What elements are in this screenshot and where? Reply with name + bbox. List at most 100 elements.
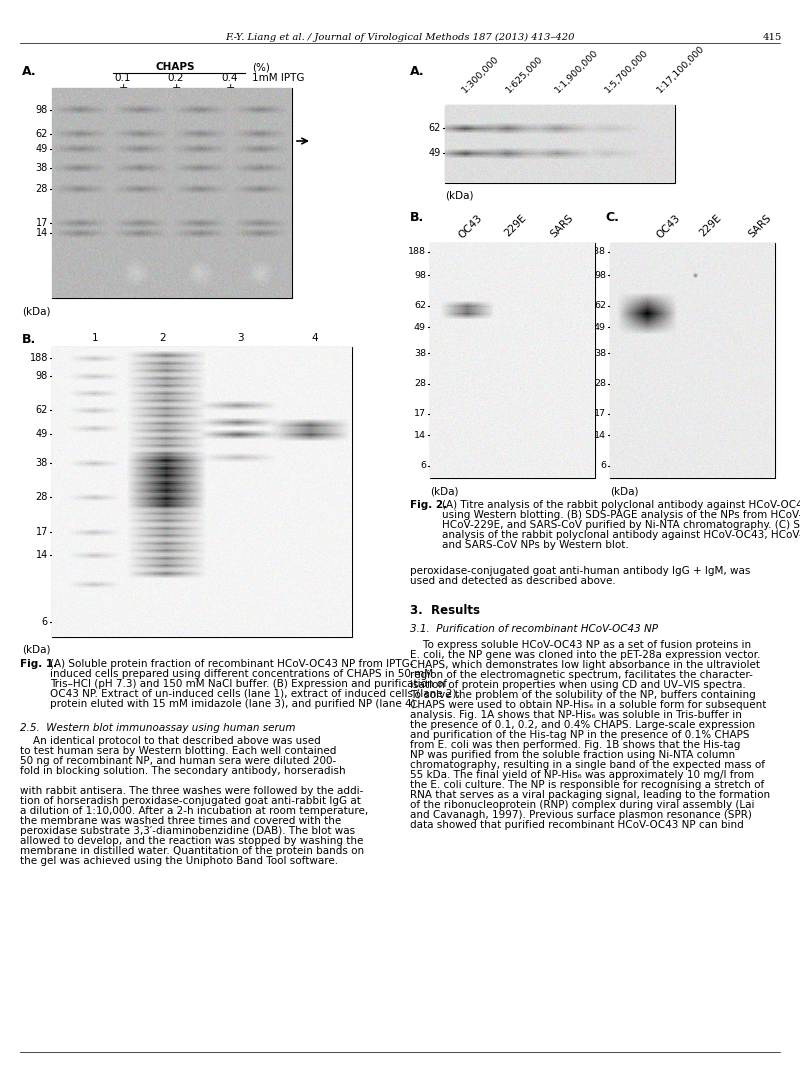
Text: tion of horseradish peroxidase-conjugated goat anti-rabbit IgG at: tion of horseradish peroxidase-conjugate…: [20, 796, 361, 806]
Text: with rabbit antisera. The three washes were followed by the addi-: with rabbit antisera. The three washes w…: [20, 786, 363, 796]
Text: 62: 62: [429, 123, 441, 133]
Text: A.: A.: [22, 65, 37, 78]
Text: fold in blocking solution. The secondary antibody, horseradish: fold in blocking solution. The secondary…: [20, 766, 346, 776]
Text: 50 ng of recombinant NP, and human sera were diluted 200-: 50 ng of recombinant NP, and human sera …: [20, 757, 336, 766]
Text: 49: 49: [414, 322, 426, 332]
Text: 28: 28: [36, 184, 48, 194]
Text: 38: 38: [36, 458, 48, 468]
Bar: [610, 243, 775, 478]
Text: +: +: [171, 83, 181, 93]
Text: 55 kDa. The final yield of NP-His₆ was approximately 10 mg/l from: 55 kDa. The final yield of NP-His₆ was a…: [410, 770, 754, 780]
Text: and SARS-CoV NPs by Western blot.: and SARS-CoV NPs by Western blot.: [442, 540, 629, 550]
Text: 17: 17: [414, 410, 426, 418]
Text: 17: 17: [36, 527, 48, 537]
Text: 49: 49: [36, 144, 48, 154]
Text: a dilution of 1:10,000. After a 2-h incubation at room temperature,: a dilution of 1:10,000. After a 2-h incu…: [20, 806, 368, 816]
Text: 3.  Results: 3. Results: [410, 604, 480, 617]
Bar: [445, 105, 675, 184]
Text: Tris–HCl (pH 7.3) and 150 mM NaCl buffer. (B) Expression and purification of: Tris–HCl (pH 7.3) and 150 mM NaCl buffer…: [50, 679, 447, 689]
Text: used and detected as described above.: used and detected as described above.: [410, 576, 616, 586]
Text: 49: 49: [594, 322, 606, 332]
Text: 98: 98: [414, 271, 426, 280]
Text: 1:5,700,000: 1:5,700,000: [603, 48, 650, 95]
Text: protein eluted with 15 mM imidazole (lane 3), and purified NP (lane 4).: protein eluted with 15 mM imidazole (lan…: [50, 699, 419, 708]
Text: 14: 14: [594, 430, 606, 440]
Text: CHAPS, which demonstrates low light absorbance in the ultraviolet: CHAPS, which demonstrates low light abso…: [410, 660, 760, 670]
Text: (A) Titre analysis of the rabbit polyclonal antibody against HCoV-OC43 NP: (A) Titre analysis of the rabbit polyclo…: [442, 500, 800, 510]
Text: 17: 17: [36, 218, 48, 228]
Text: B.: B.: [410, 211, 424, 224]
Text: analysis. Fig. 1A shows that NP-His₆ was soluble in Tris-buffer in: analysis. Fig. 1A shows that NP-His₆ was…: [410, 710, 742, 720]
Bar: [52, 87, 292, 298]
Text: +: +: [118, 83, 128, 93]
Text: Fig. 2.: Fig. 2.: [410, 500, 447, 510]
Text: (kDa): (kDa): [22, 306, 50, 316]
Text: 62: 62: [36, 129, 48, 139]
Text: 2.5.  Western blot immunoassay using human serum: 2.5. Western blot immunoassay using huma…: [20, 723, 295, 733]
Text: 38: 38: [414, 349, 426, 357]
Text: RNA that serves as a viral packaging signal, leading to the formation: RNA that serves as a viral packaging sig…: [410, 790, 770, 800]
Text: (kDa): (kDa): [445, 191, 474, 201]
Text: 98: 98: [594, 271, 606, 280]
Text: OC43: OC43: [456, 213, 484, 240]
Text: F.-Y. Liang et al. / Journal of Virological Methods 187 (2013) 413–420: F.-Y. Liang et al. / Journal of Virologi…: [226, 33, 574, 42]
Text: to test human sera by Western blotting. Each well contained: to test human sera by Western blotting. …: [20, 746, 336, 757]
Text: 415: 415: [762, 33, 782, 42]
Text: CHAPS: CHAPS: [155, 62, 194, 71]
Text: E. coli, the NP gene was cloned into the pET-28a expression vector.: E. coli, the NP gene was cloned into the…: [410, 650, 760, 660]
Text: 62: 62: [36, 405, 48, 415]
Text: and Cavanagh, 1997). Previous surface plasmon resonance (SPR): and Cavanagh, 1997). Previous surface pl…: [410, 810, 752, 821]
Bar: [52, 347, 352, 637]
Text: 1:300,000: 1:300,000: [460, 54, 501, 95]
Text: 38: 38: [594, 349, 606, 357]
Text: peroxidase-conjugated goat anti-human antibody IgG + IgM, was: peroxidase-conjugated goat anti-human an…: [410, 566, 750, 576]
Text: 229E: 229E: [697, 213, 723, 239]
Text: the gel was achieved using the Uniphoto Band Tool software.: the gel was achieved using the Uniphoto …: [20, 856, 338, 866]
Text: (%): (%): [252, 62, 270, 71]
Text: 1:17,100,000: 1:17,100,000: [655, 44, 706, 95]
Text: 1mM IPTG: 1mM IPTG: [252, 73, 305, 83]
Text: 62: 62: [594, 302, 606, 310]
Text: induced cells prepared using different concentrations of CHAPS in 50 mM: induced cells prepared using different c…: [50, 669, 433, 679]
Text: chromatography, resulting in a single band of the expected mass of: chromatography, resulting in a single ba…: [410, 760, 765, 770]
Text: 229E: 229E: [502, 213, 528, 239]
Text: HCoV-229E, and SARS-CoV purified by Ni-NTA chromatography. (C) Specificity: HCoV-229E, and SARS-CoV purified by Ni-N…: [442, 520, 800, 530]
Text: (kDa): (kDa): [610, 485, 638, 496]
Text: 14: 14: [414, 430, 426, 440]
Text: B.: B.: [22, 333, 36, 346]
Text: NP was purified from the soluble fraction using Ni-NTA column: NP was purified from the soluble fractio…: [410, 750, 735, 760]
Bar: [430, 243, 595, 478]
Text: data showed that purified recombinant HCoV-OC43 NP can bind: data showed that purified recombinant HC…: [410, 821, 744, 830]
Text: 188: 188: [408, 248, 426, 256]
Text: of the ribonucleoprotein (RNP) complex during viral assembly (Lai: of the ribonucleoprotein (RNP) complex d…: [410, 800, 754, 810]
Text: 3.1.  Purification of recombinant HCoV-OC43 NP: 3.1. Purification of recombinant HCoV-OC…: [410, 624, 658, 634]
Text: 49: 49: [36, 429, 48, 439]
Text: 28: 28: [594, 380, 606, 388]
Text: 0.2: 0.2: [168, 73, 184, 83]
Text: A.: A.: [410, 65, 425, 78]
Text: 62: 62: [414, 302, 426, 310]
Text: C.: C.: [605, 211, 619, 224]
Text: allowed to develop, and the reaction was stopped by washing the: allowed to develop, and the reaction was…: [20, 837, 363, 846]
Text: isation of protein properties when using CD and UV–VIS spectra.: isation of protein properties when using…: [410, 680, 746, 690]
Text: peroxidase substrate 3,3′-diaminobenzidine (DAB). The blot was: peroxidase substrate 3,3′-diaminobenzidi…: [20, 826, 355, 837]
Text: 0.4: 0.4: [222, 73, 238, 83]
Text: 0.1: 0.1: [114, 73, 131, 83]
Text: the presence of 0.1, 0.2, and 0.4% CHAPS. Large-scale expression: the presence of 0.1, 0.2, and 0.4% CHAPS…: [410, 720, 755, 730]
Text: 6: 6: [600, 462, 606, 471]
Text: To solve the problem of the solubility of the NP, buffers containing: To solve the problem of the solubility o…: [410, 690, 756, 700]
Text: 188: 188: [30, 353, 48, 363]
Text: 3: 3: [237, 333, 243, 343]
Text: +: +: [226, 83, 234, 93]
Text: SARS: SARS: [549, 213, 575, 240]
Text: and purification of the His-tag NP in the presence of 0.1% CHAPS: and purification of the His-tag NP in th…: [410, 730, 750, 740]
Text: from E. coli was then performed. Fig. 1B shows that the His-tag: from E. coli was then performed. Fig. 1B…: [410, 740, 740, 750]
Text: CHAPS were used to obtain NP-His₆ in a soluble form for subsequent: CHAPS were used to obtain NP-His₆ in a s…: [410, 700, 766, 710]
Text: 14: 14: [36, 228, 48, 238]
Text: 14: 14: [36, 550, 48, 560]
Text: using Western blotting. (B) SDS-PAGE analysis of the NPs from HCoV-OC43,: using Western blotting. (B) SDS-PAGE ana…: [442, 510, 800, 520]
Text: OC43 NP. Extract of un-induced cells (lane 1), extract of induced cells (lane 2): OC43 NP. Extract of un-induced cells (la…: [50, 689, 460, 699]
Text: 4: 4: [312, 333, 318, 343]
Text: 188: 188: [588, 248, 606, 256]
Text: An identical protocol to that described above was used: An identical protocol to that described …: [20, 736, 321, 746]
